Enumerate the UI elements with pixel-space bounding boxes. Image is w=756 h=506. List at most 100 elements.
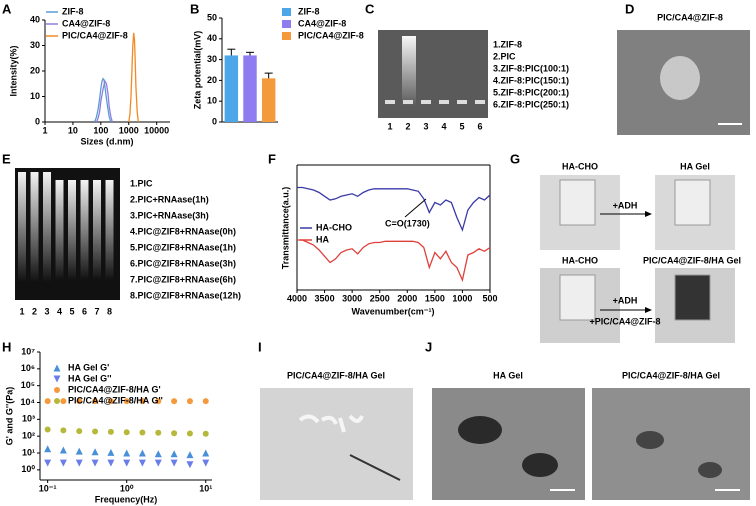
series-line — [95, 79, 114, 123]
y-tick-label: 10⁴ — [21, 397, 35, 407]
gel-band — [18, 172, 26, 282]
lane-label: 4 — [441, 121, 446, 131]
lane-label: 2 — [405, 121, 410, 131]
legend-item: 5.PIC@ZIF8+RNAase(1h) — [130, 242, 236, 252]
gel-band — [30, 172, 39, 282]
y-axis-title: Zeta potential(mV) — [192, 31, 202, 110]
legend-swatch — [53, 364, 61, 372]
gel-well — [457, 100, 467, 104]
y-tick-label: 10² — [22, 431, 35, 441]
y-tick-label: 50 — [207, 12, 217, 22]
panel-letter: H — [2, 339, 11, 354]
legend-item: 3.PIC+RNAase(3h) — [130, 210, 209, 220]
bar — [243, 55, 257, 122]
panel-letter: J — [425, 339, 432, 354]
point — [60, 398, 67, 405]
y-tick-label: 20 — [30, 65, 40, 75]
y-tick-label: 10 — [30, 91, 40, 101]
point — [107, 398, 114, 405]
point — [91, 459, 99, 467]
point — [123, 449, 131, 457]
arrow-label: +PIC/CA4@ZIF-8 — [589, 316, 660, 326]
vial — [674, 179, 711, 226]
lane-label: 3 — [44, 306, 49, 316]
panel-letter: F — [268, 151, 276, 166]
point — [75, 459, 83, 467]
x-tick-label: 10000 — [144, 125, 169, 135]
point — [202, 449, 210, 457]
legend-item: 7.PIC@ZIF8+RNAase(6h) — [130, 274, 236, 284]
y-axis-title: Transmittance(a.u.) — [280, 187, 290, 270]
lane-label: 4 — [57, 306, 62, 316]
legend-item: 2.PIC — [493, 51, 516, 61]
point — [107, 459, 115, 467]
x-axis-title: Wavenumber(cm⁻¹) — [352, 306, 435, 316]
gel-well — [439, 100, 449, 104]
pore — [636, 431, 664, 449]
series-line — [93, 77, 112, 123]
annotation-arrow — [404, 198, 427, 218]
legend-swatch — [54, 398, 60, 404]
point — [123, 429, 130, 436]
photo-label: PIC/CA4@ZIF-8/HA Gel — [643, 255, 741, 265]
gel-band — [105, 180, 114, 280]
panel-letter: D — [625, 1, 634, 16]
needle — [349, 454, 401, 481]
gel-writing — [298, 414, 364, 433]
point — [186, 451, 194, 459]
point — [202, 459, 210, 467]
legend-item: 4.PIC@ZIF8+RNAase(0h) — [130, 226, 236, 236]
legend-label: PIC/CA4@ZIF-8/HA G'' — [68, 395, 163, 405]
lane-label: 6 — [477, 121, 482, 131]
point — [171, 430, 178, 437]
point — [107, 448, 115, 456]
point — [59, 459, 67, 467]
gel-band — [43, 172, 51, 282]
point — [59, 446, 67, 454]
legend-label: PIC/CA4@ZIF-8/HA G' — [68, 384, 161, 394]
gel-well — [385, 100, 395, 104]
gel-well — [403, 100, 413, 104]
bar — [224, 55, 239, 122]
point — [171, 398, 178, 405]
point — [123, 459, 131, 467]
y-tick-label: 10 — [207, 96, 217, 106]
lane-label: 7 — [94, 306, 99, 316]
pore — [698, 462, 722, 478]
x-tick-label: 2500 — [370, 293, 390, 303]
point — [202, 398, 209, 405]
series-line — [297, 186, 491, 232]
point — [91, 448, 99, 456]
y-axis-title: Intensity(%) — [8, 45, 18, 96]
legend-swatch — [282, 20, 291, 28]
y-tick-label: 10⁷ — [21, 346, 35, 356]
legend-item: 1.ZIF-8 — [493, 39, 522, 49]
point — [107, 428, 114, 435]
x-tick-label: 3500 — [315, 293, 335, 303]
lane-label: 5 — [69, 306, 74, 316]
panel-title: PIC/CA4@ZIF-8/HA Gel — [287, 370, 385, 380]
gel-image — [378, 30, 488, 118]
point — [154, 459, 162, 467]
arrow-head — [645, 307, 652, 313]
point — [123, 398, 130, 405]
legend-label: PIC/CA4@ZIF-8 — [298, 30, 364, 40]
arrow-head — [645, 211, 652, 217]
series-line — [297, 239, 491, 283]
x-tick-label: 1500 — [425, 293, 445, 303]
point — [44, 426, 51, 433]
x-tick-label: 1000 — [119, 125, 139, 135]
point — [44, 459, 52, 467]
legend-item: 2.PIC+RNAase(1h) — [130, 194, 209, 204]
legend-label: HA-CHO — [316, 222, 352, 232]
legend-item: 6.ZIF-8:PIC(250:1) — [493, 99, 569, 109]
panel-letter: B — [190, 1, 199, 16]
gel-band — [55, 180, 64, 280]
pore — [458, 416, 502, 444]
x-tick-label: 3000 — [342, 293, 362, 303]
point — [186, 461, 194, 469]
legend-swatch — [282, 32, 291, 40]
point — [155, 398, 162, 405]
lane-label: 8 — [107, 306, 112, 316]
legend-item: 3.ZIF-8:PIC(100:1) — [493, 63, 569, 73]
